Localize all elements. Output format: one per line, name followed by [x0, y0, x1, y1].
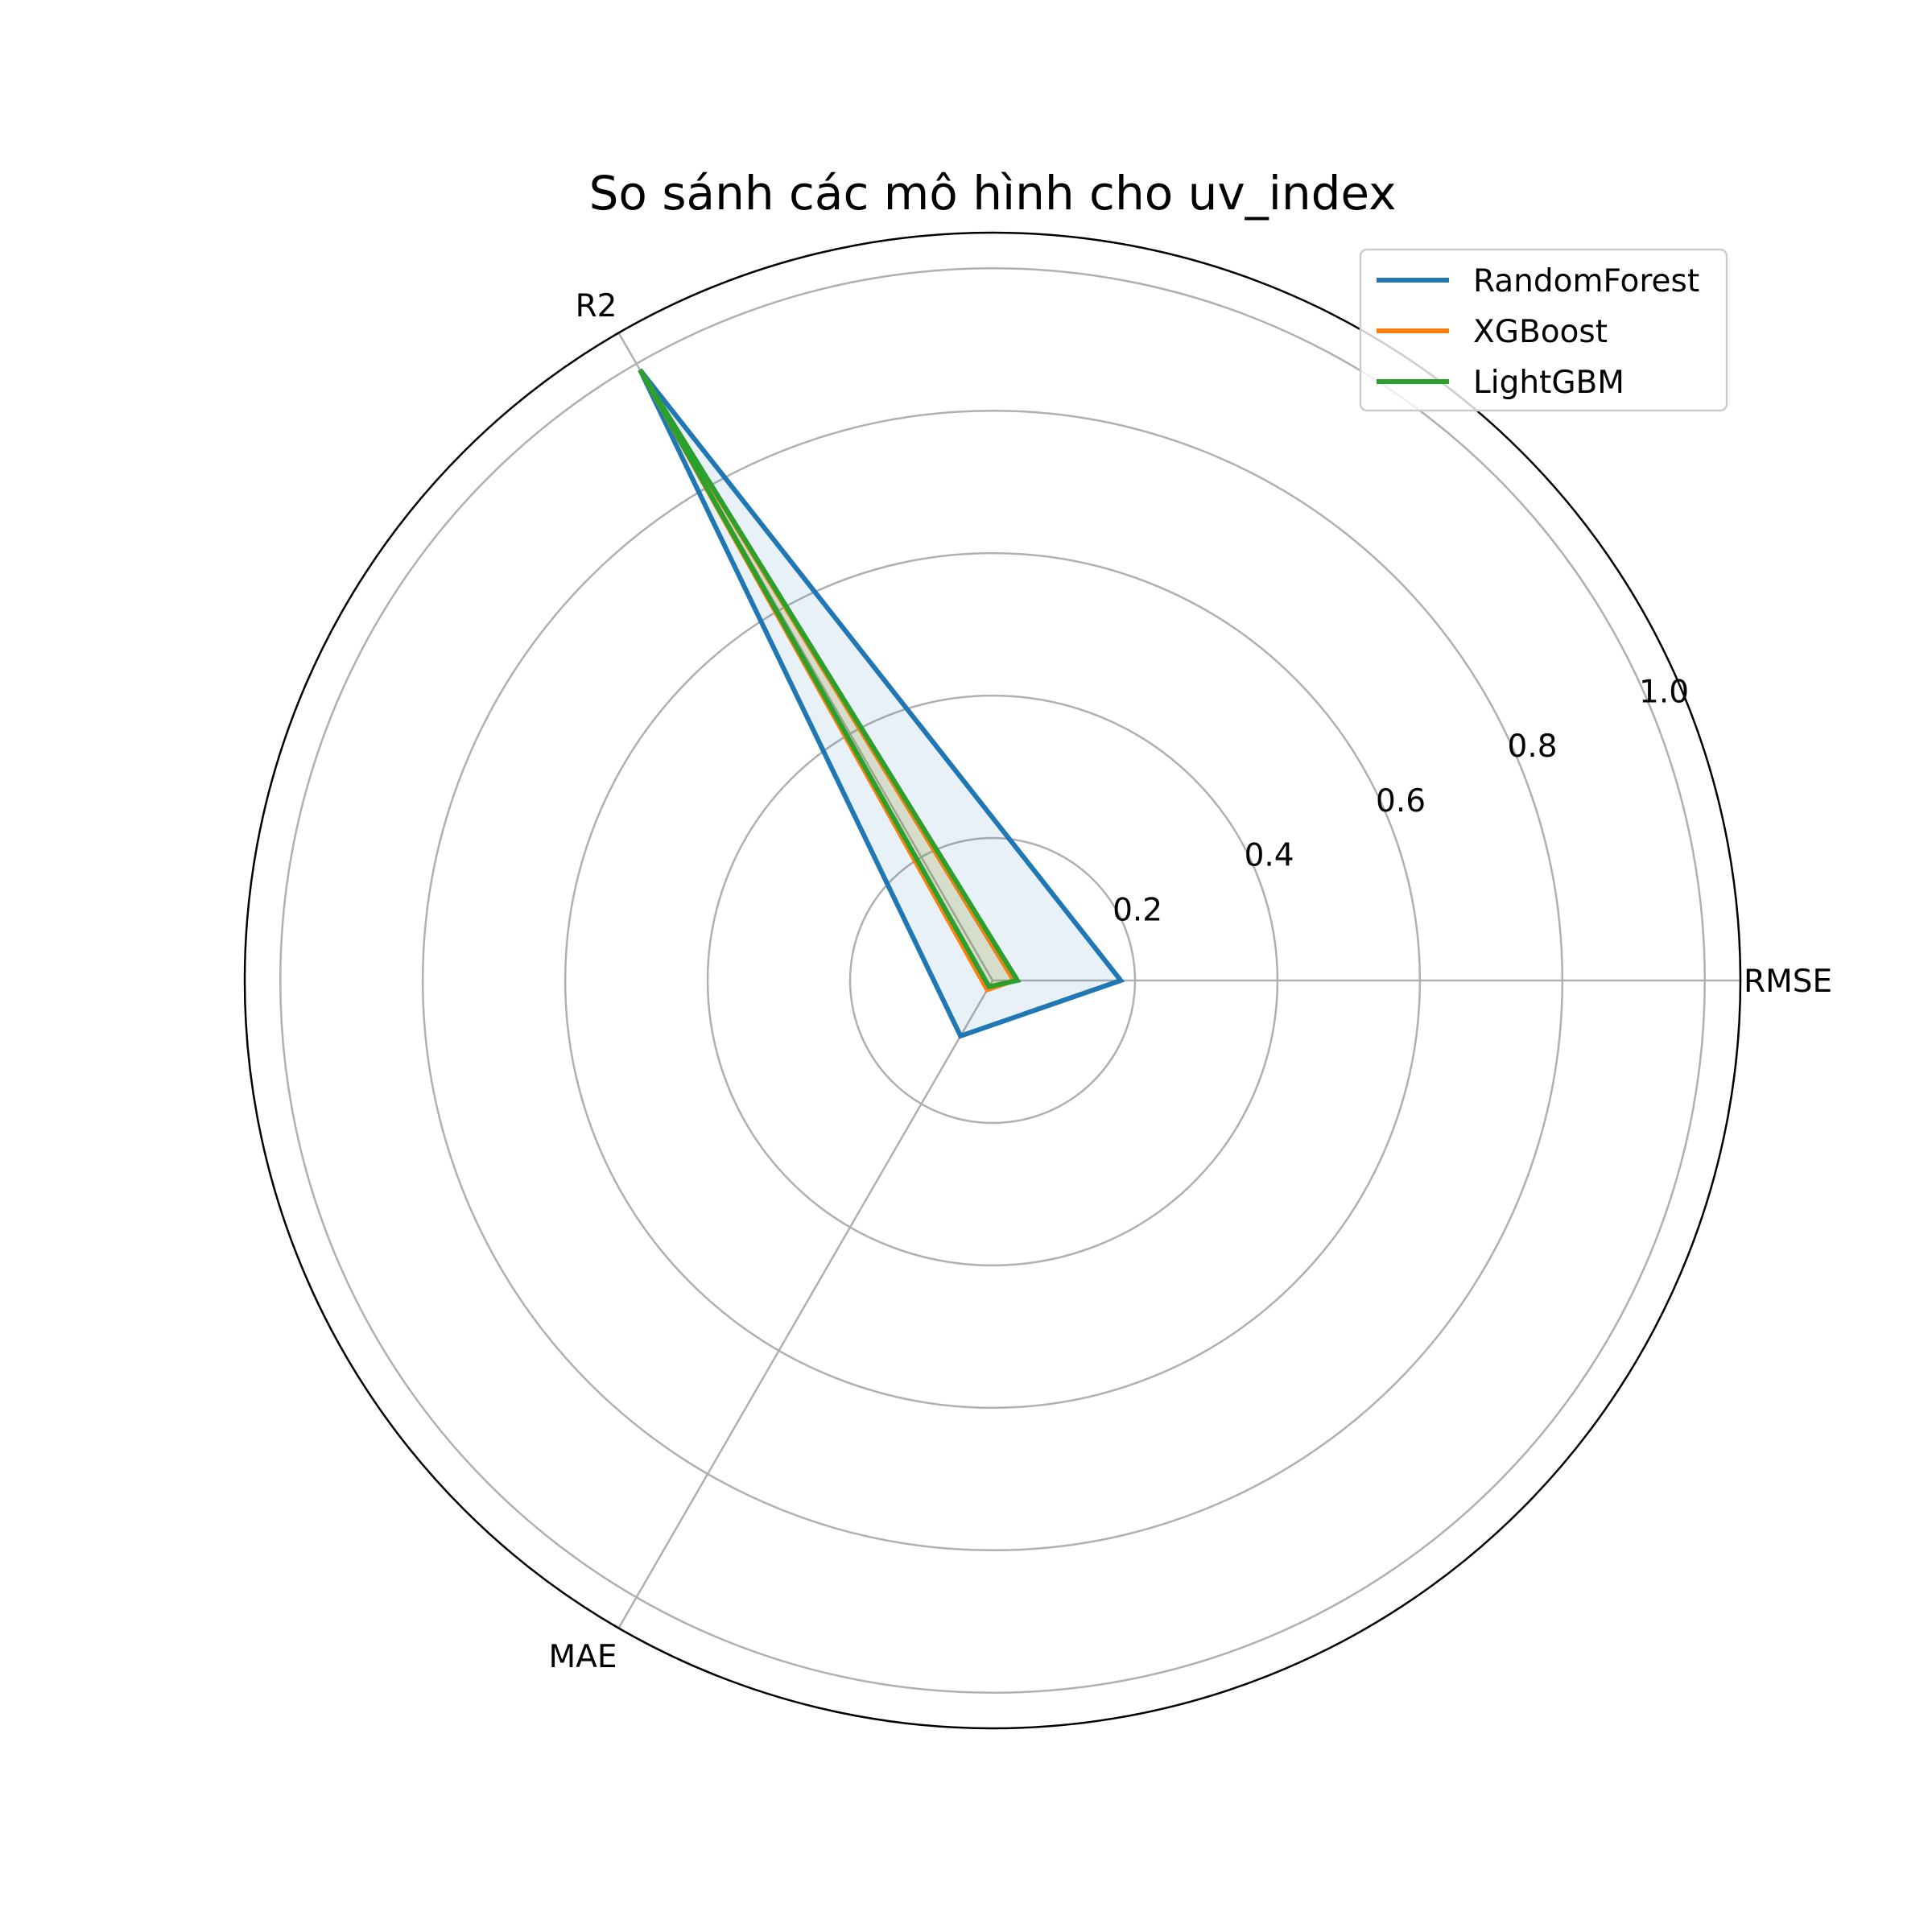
spoke-mae	[617, 980, 994, 1629]
radial-tick-label-1: 0.4	[1245, 838, 1294, 874]
series-line-lightgbm	[638, 368, 1022, 990]
axis-labels: RMSE R2 MAE	[549, 288, 1833, 1675]
axis-label-rmse: RMSE	[1744, 964, 1832, 1000]
axis-label-r2: R2	[576, 288, 617, 324]
radial-tick-label-0: 0.2	[1113, 892, 1162, 928]
legend-label-randomforest: RandomForest	[1473, 263, 1699, 299]
legend-frame	[1359, 248, 1728, 412]
legend: RandomForest XGBoost LightGBM	[1359, 248, 1728, 412]
polar-frame	[243, 231, 1742, 1730]
series-polygons	[638, 368, 1125, 1039]
radial-tick-label-3: 0.8	[1508, 729, 1558, 765]
series-line-randomforest	[638, 368, 1125, 1039]
axis-label-mae: MAE	[549, 1639, 617, 1675]
legend-label-xgboost: XGBoost	[1473, 314, 1608, 350]
legend-items: RandomForest XGBoost LightGBM	[1377, 263, 1699, 401]
radial-tick-label-2: 0.6	[1376, 783, 1426, 819]
chart-title: So sánh các mô hình cho uv_index	[589, 166, 1397, 221]
radial-tick-labels: 0.2 0.4 0.6 0.8 1.0	[1113, 675, 1689, 929]
series-fill-randomforest	[640, 369, 1121, 1036]
legend-label-lightgbm: LightGBM	[1473, 365, 1624, 401]
radial-tick-label-4: 1.0	[1639, 675, 1689, 711]
